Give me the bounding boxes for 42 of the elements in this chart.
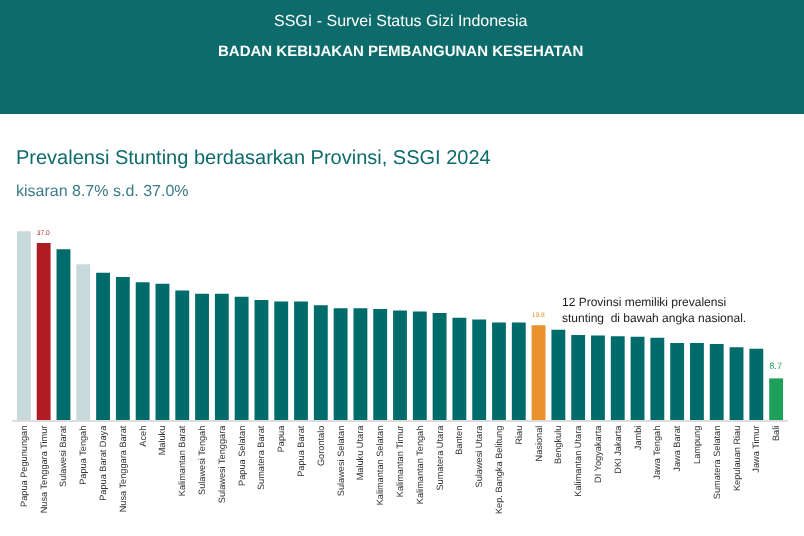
bar <box>610 336 625 420</box>
bar <box>472 319 487 420</box>
bar <box>36 243 51 420</box>
bar <box>16 231 31 420</box>
bar <box>492 322 506 420</box>
bar <box>511 322 526 420</box>
bar <box>175 290 190 420</box>
bar <box>670 343 685 420</box>
bar <box>115 277 130 420</box>
bar <box>749 348 764 420</box>
bar <box>195 293 209 420</box>
bar <box>155 283 170 420</box>
bar <box>254 300 269 420</box>
bar <box>769 378 784 420</box>
bar <box>531 325 546 420</box>
bar <box>729 347 744 420</box>
bar <box>571 334 586 420</box>
bar <box>591 335 605 420</box>
bar <box>274 301 289 420</box>
bar <box>373 309 388 420</box>
bar <box>650 337 665 420</box>
bar <box>393 310 407 420</box>
chart-subtitle: kisaran 8.7% s.d. 37.0% <box>16 182 189 200</box>
bar <box>452 317 467 420</box>
bar <box>313 305 328 420</box>
bar <box>96 272 110 420</box>
bar <box>56 249 71 420</box>
bar <box>333 308 348 420</box>
bar <box>551 329 566 420</box>
bar <box>412 311 427 420</box>
bar <box>294 301 308 420</box>
bar <box>135 282 150 420</box>
bar <box>709 344 724 420</box>
bar <box>214 293 229 420</box>
bar <box>690 343 704 420</box>
text: SSGI - Survei Status Gizi Indonesia <box>274 12 529 30</box>
bar <box>630 336 645 420</box>
bar <box>76 264 91 420</box>
bar <box>432 312 447 420</box>
bar <box>234 296 249 420</box>
chart-title: Prevalensi Stunting berdasarkan Provinsi, SSGI 2024 <box>16 148 492 170</box>
bar <box>353 308 368 420</box>
